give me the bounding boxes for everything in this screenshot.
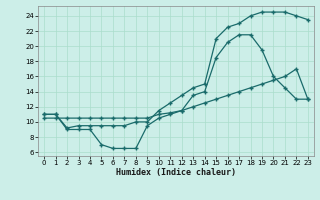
X-axis label: Humidex (Indice chaleur): Humidex (Indice chaleur): [116, 168, 236, 177]
